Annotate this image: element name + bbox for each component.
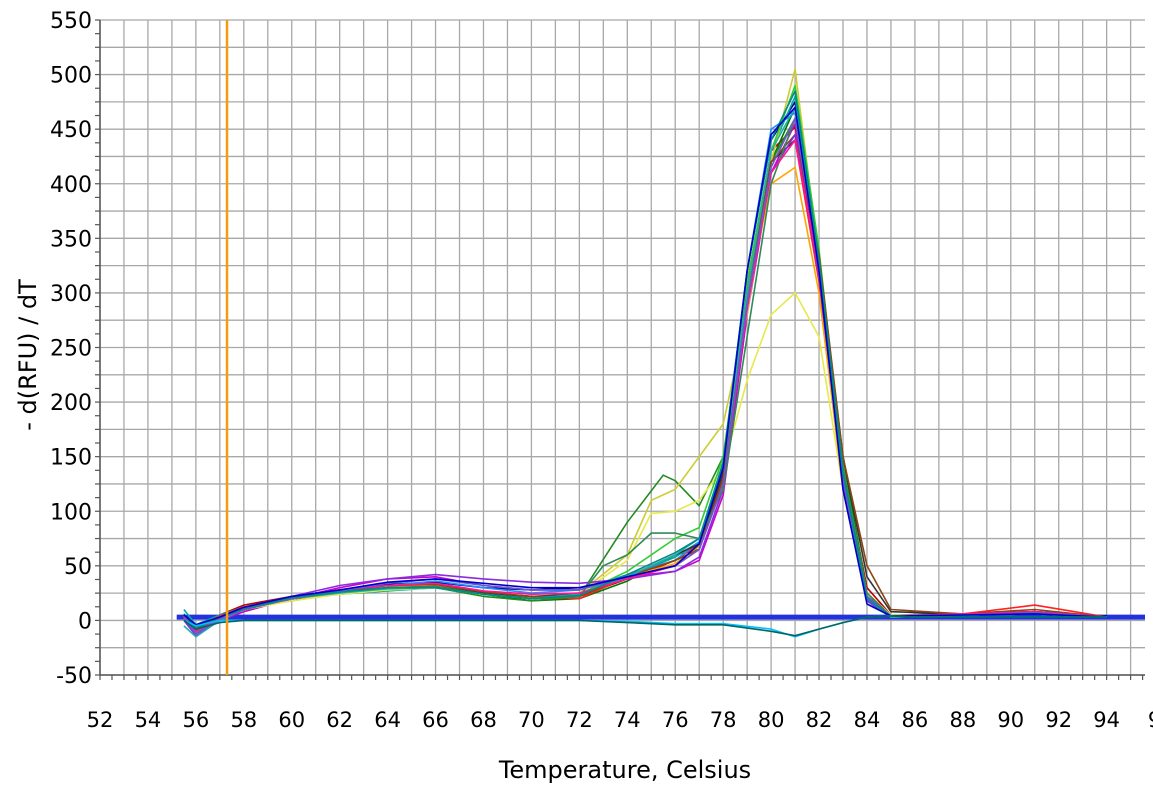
y-tick-label: 100: [50, 500, 92, 525]
x-tick-label: 80: [758, 708, 785, 732]
x-tick-label: 52: [87, 708, 114, 732]
x-tick-label: 66: [422, 708, 449, 732]
x-tick-label: 90: [997, 708, 1024, 732]
x-tick-label: 60: [278, 708, 305, 732]
y-tick-label: 200: [50, 391, 92, 416]
x-tick-labels: 52 54 56 58 60 62 64 66 68 70 72 74 76 78 80 82 84 86 88 90…: [87, 708, 1153, 732]
y-tick-label: 0: [78, 609, 92, 634]
x-tick-label: 62: [326, 708, 353, 732]
x-tick-label: 88: [949, 708, 976, 732]
x-tick-label: 74: [614, 708, 641, 732]
tick-marks: [95, 19, 1144, 680]
y-tick-label: 300: [50, 282, 92, 307]
x-tick-label: 78: [710, 708, 737, 732]
x-tick-label: 56: [183, 708, 210, 732]
x-tick-label: 82: [806, 708, 833, 732]
x-tick-label: 9: [1148, 708, 1153, 732]
x-tick-label: 86: [902, 708, 929, 732]
x-tick-label: 58: [230, 708, 257, 732]
y-tick-label: 50: [64, 555, 92, 580]
x-tick-label: 84: [854, 708, 881, 732]
y-tick-label: 250: [50, 337, 92, 362]
series-layer: [183, 68, 1107, 638]
x-tick-label: 94: [1093, 708, 1120, 732]
y-tick-label: 500: [50, 64, 92, 89]
x-tick-label: 64: [374, 708, 401, 732]
x-tick-label: 68: [470, 708, 497, 732]
y-tick-label: 350: [50, 227, 92, 252]
y-tick-label: 450: [50, 118, 92, 143]
y-axis-title: - d(RFU) / dT: [14, 279, 42, 431]
y-tick-labels: -50 0 50 100 150 200 250 300 350 400 450 500 550: [50, 9, 92, 689]
x-tick-label: 92: [1045, 708, 1072, 732]
x-tick-label: 76: [662, 708, 689, 732]
series-line-20: [183, 90, 1107, 630]
y-tick-label: 550: [50, 9, 92, 34]
x-axis-title: Temperature, Celsius: [498, 756, 751, 784]
y-tick-label: 150: [50, 446, 92, 471]
grid-minor: [99, 19, 1145, 676]
x-tick-label: 54: [135, 708, 162, 732]
series-line-23: [183, 615, 1107, 637]
y-tick-label: -50: [56, 664, 92, 689]
x-tick-label: 72: [566, 708, 593, 732]
y-tick-label: 400: [50, 173, 92, 198]
series-line-21: [183, 106, 1107, 626]
x-tick-label: 70: [518, 708, 545, 732]
